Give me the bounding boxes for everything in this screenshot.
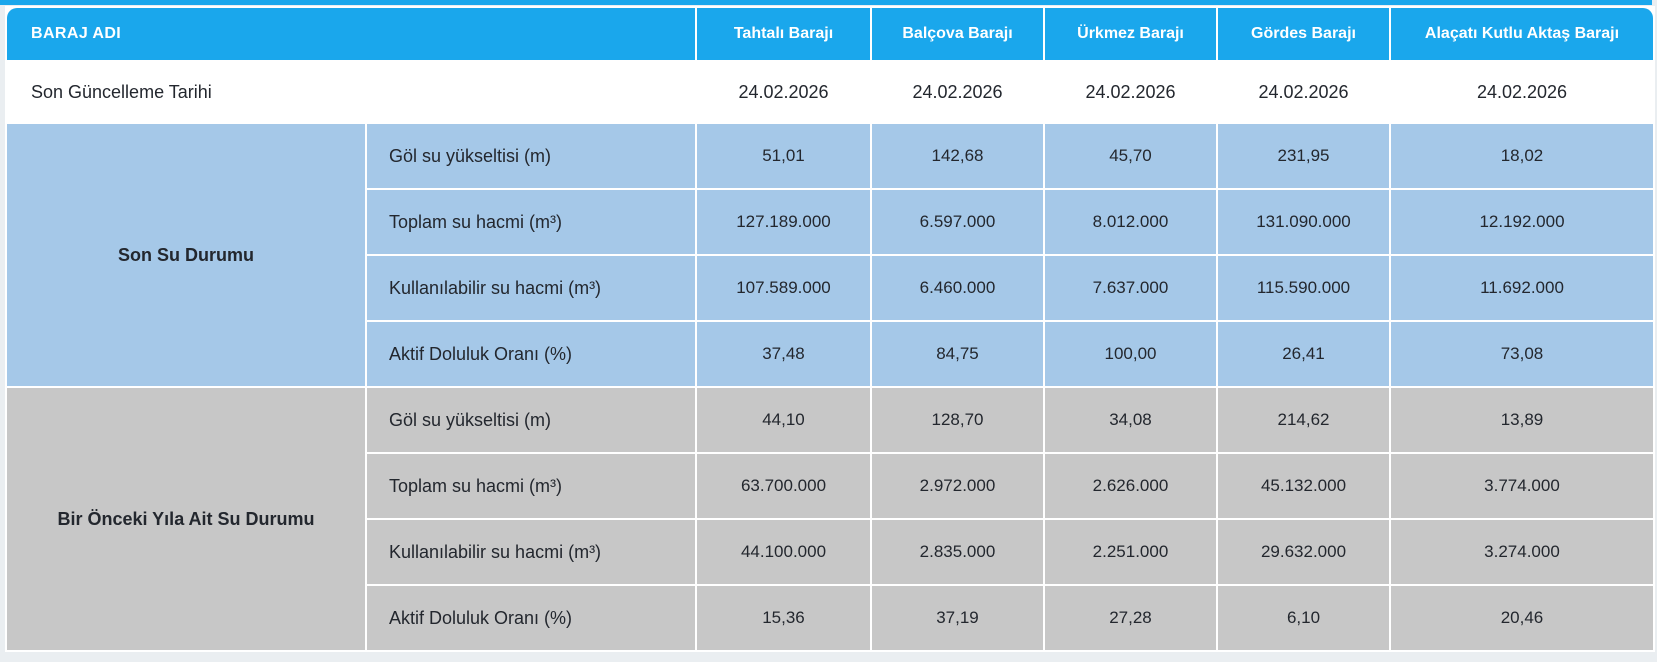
value-cell: 84,75: [872, 322, 1043, 386]
table-row: Kullanılabilir su hacmi (m³) 107.589.000…: [7, 256, 1653, 320]
section-label-previous: Bir Önceki Yıla Ait Su Durumu: [7, 388, 365, 650]
value-cell: 115.590.000: [1218, 256, 1389, 320]
column-header-urkmez: Ürkmez Barajı: [1045, 8, 1216, 60]
update-date-row: Son Güncelleme Tarihi 24.02.2026 24.02.2…: [7, 62, 1653, 122]
value-cell: 3.274.000: [1391, 520, 1653, 584]
value-cell: 2.251.000: [1045, 520, 1216, 584]
value-cell: 15,36: [697, 586, 870, 650]
value-cell: 13,89: [1391, 388, 1653, 452]
value-cell: 2.972.000: [872, 454, 1043, 518]
metric-label: Toplam su hacmi (m³): [367, 454, 695, 518]
value-cell: 27,28: [1045, 586, 1216, 650]
value-cell: 231,95: [1218, 124, 1389, 188]
value-cell: 44.100.000: [697, 520, 870, 584]
value-cell: 107.589.000: [697, 256, 870, 320]
update-date-section: Son Güncelleme Tarihi 24.02.2026 24.02.2…: [7, 62, 1653, 122]
dam-status-table: BARAJ ADI Tahtalı Barajı Balçova Barajı …: [5, 6, 1655, 652]
table-row: Son Su Durumu Göl su yükseltisi (m) 51,0…: [7, 124, 1653, 386]
value-cell: 45.132.000: [1218, 454, 1389, 518]
value-cell: 45,70: [1045, 124, 1216, 188]
column-header-balcova: Balçova Barajı: [872, 8, 1043, 60]
table-header: BARAJ ADI Tahtalı Barajı Balçova Barajı …: [7, 8, 1653, 60]
value-cell: 128,70: [872, 388, 1043, 452]
value-cell: 6.460.000: [872, 256, 1043, 320]
value-cell: 37,19: [872, 586, 1043, 650]
value-cell: 2.835.000: [872, 520, 1043, 584]
value-cell: 73,08: [1391, 322, 1653, 386]
value-cell: 37,48: [697, 322, 870, 386]
table-row: Toplam su hacmi (m³) 127.189.000 6.597.0…: [7, 190, 1653, 254]
section-label-current: Son Su Durumu: [7, 124, 365, 386]
value-cell: 2.626.000: [1045, 454, 1216, 518]
value-cell: 214,62: [1218, 388, 1389, 452]
column-header-tahtali: Tahtalı Barajı: [697, 8, 870, 60]
value-cell: 12.192.000: [1391, 190, 1653, 254]
update-date-cell: 24.02.2026: [1218, 62, 1389, 122]
metric-label: Toplam su hacmi (m³): [367, 190, 695, 254]
table-row: Aktif Doluluk Oranı (%) 15,36 37,19 27,2…: [7, 586, 1653, 650]
header-row: BARAJ ADI Tahtalı Barajı Balçova Barajı …: [7, 8, 1653, 60]
value-cell: 131.090.000: [1218, 190, 1389, 254]
metric-label: Göl su yükseltisi (m): [367, 124, 695, 188]
value-cell: 11.692.000: [1391, 256, 1653, 320]
previous-year-section: Bir Önceki Yıla Ait Su Durumu Göl su yük…: [7, 388, 1653, 650]
column-header-alacati: Alaçatı Kutlu Aktaş Barajı: [1391, 8, 1653, 60]
update-date-cell: 24.02.2026: [1045, 62, 1216, 122]
value-cell: 51,01: [697, 124, 870, 188]
metric-label: Göl su yükseltisi (m): [367, 388, 695, 452]
table-row: Bir Önceki Yıla Ait Su Durumu Göl su yük…: [7, 388, 1653, 650]
metric-label: Aktif Doluluk Oranı (%): [367, 322, 695, 386]
metric-label: Kullanılabilir su hacmi (m³): [367, 520, 695, 584]
value-cell: 7.637.000: [1045, 256, 1216, 320]
table-row: Kullanılabilir su hacmi (m³) 44.100.000 …: [7, 520, 1653, 584]
value-cell: 6.597.000: [872, 190, 1043, 254]
value-cell: 26,41: [1218, 322, 1389, 386]
value-cell: 34,08: [1045, 388, 1216, 452]
update-date-cell: 24.02.2026: [1391, 62, 1653, 122]
value-cell: 6,10: [1218, 586, 1389, 650]
table-row: Aktif Doluluk Oranı (%) 37,48 84,75 100,…: [7, 322, 1653, 386]
value-cell: 142,68: [872, 124, 1043, 188]
value-cell: 18,02: [1391, 124, 1653, 188]
update-date-label: Son Güncelleme Tarihi: [7, 62, 695, 122]
value-cell: 3.774.000: [1391, 454, 1653, 518]
metric-label: Aktif Doluluk Oranı (%): [367, 586, 695, 650]
metric-label: Kullanılabilir su hacmi (m³): [367, 256, 695, 320]
value-cell: 8.012.000: [1045, 190, 1216, 254]
value-cell: 29.632.000: [1218, 520, 1389, 584]
update-date-cell: 24.02.2026: [697, 62, 870, 122]
column-header-dam-name: BARAJ ADI: [7, 8, 695, 60]
top-accent-bar: [0, 0, 1652, 5]
update-date-cell: 24.02.2026: [872, 62, 1043, 122]
value-cell: 127.189.000: [697, 190, 870, 254]
table-row: Toplam su hacmi (m³) 63.700.000 2.972.00…: [7, 454, 1653, 518]
value-cell: 100,00: [1045, 322, 1216, 386]
value-cell: 44,10: [697, 388, 870, 452]
value-cell: 20,46: [1391, 586, 1653, 650]
current-status-section: Son Su Durumu Göl su yükseltisi (m) 51,0…: [7, 124, 1653, 386]
value-cell: 63.700.000: [697, 454, 870, 518]
column-header-gordes: Gördes Barajı: [1218, 8, 1389, 60]
